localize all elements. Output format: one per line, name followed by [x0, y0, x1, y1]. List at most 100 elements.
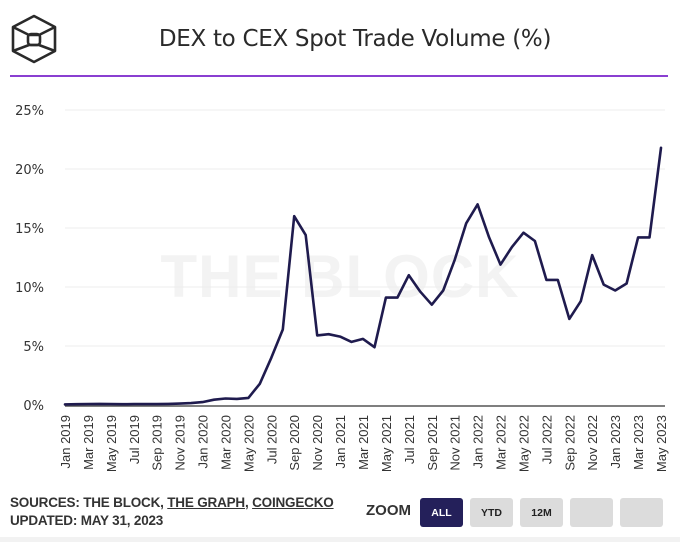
x-tick-label: Jan 2021: [333, 415, 348, 469]
y-tick-label: 20%: [15, 163, 44, 178]
data-point[interactable]: Nov 2020: 5.9%: [313, 331, 321, 339]
data-point[interactable]: Feb 2022: 14.2%: [485, 233, 493, 241]
data-point[interactable]: Dec 2021: 15.4%: [462, 219, 470, 227]
line-chart: THE BLOCK 0% 5% 10% 15% 20% 25% Jan 2019: 0.0…: [15, 104, 669, 472]
zoom-all-button[interactable]: ALL: [420, 498, 463, 527]
data-point[interactable]: Sep 2021: 8.5%: [428, 301, 436, 309]
data-point[interactable]: Mar 2019: 0.08%: [84, 400, 92, 408]
x-tick-label: May 2022: [516, 415, 531, 472]
data-point[interactable]: Mar 2020: 0.55%: [221, 395, 229, 403]
updated-date: UPDATED: MAY 31, 2023: [10, 513, 164, 528]
watermark: THE BLOCK: [161, 243, 520, 310]
data-point[interactable]: Jan 2020: 0.25%: [199, 398, 207, 406]
data-point[interactable]: Aug 2022: 10.6%: [554, 276, 562, 284]
x-tick-label: Jan 2019: [58, 415, 73, 469]
y-tick-label: 0%: [23, 399, 44, 414]
x-tick-label: Mar 2020: [218, 415, 233, 470]
data-point[interactable]: Jun 2022: 13.9%: [531, 237, 539, 245]
data-point[interactable]: Jun 2019: 0.07%: [118, 400, 126, 408]
zoom-extra-button-2[interactable]: [620, 498, 663, 527]
x-tick-label: May 2020: [241, 415, 256, 472]
x-tick-label: Mar 2022: [494, 415, 509, 470]
x-axis-ticks: Jan 2019 Mar 2019 May 2019 Jul 2019 Sep 2019…: [58, 415, 669, 472]
data-point[interactable]: Jan 2019: 0.05%: [61, 400, 69, 408]
data-point[interactable]: May 2021: 9.1%: [382, 294, 390, 302]
data-point[interactable]: Sep 2019: 0.08%: [153, 400, 161, 408]
source-link-coingecko[interactable]: COINGECKO: [252, 495, 334, 510]
zoom-label: ZOOM: [366, 502, 411, 519]
data-point[interactable]: Oct 2021: 9.7%: [439, 287, 447, 295]
data-point[interactable]: Jan 2023: 9.7%: [611, 287, 619, 295]
data-point[interactable]: Apr 2023: 14.2%: [646, 233, 654, 241]
data-point[interactable]: May 2022: 14.6%: [519, 229, 527, 237]
data-point[interactable]: Jun 2020: 1.8%: [256, 380, 264, 388]
zoom-extra-button-1[interactable]: [570, 498, 613, 527]
x-tick-label: Jan 2022: [471, 415, 486, 469]
data-point[interactable]: Feb 2019: 0.07%: [72, 400, 80, 408]
x-tick-label: May 2021: [379, 415, 394, 472]
x-tick-label: Nov 2020: [310, 415, 325, 471]
data-point[interactable]: Jul 2022: 10.6%: [542, 276, 550, 284]
x-tick-label: Nov 2021: [448, 415, 463, 471]
data-point[interactable]: Feb 2020: 0.45%: [210, 396, 218, 404]
data-point[interactable]: Dec 2019: 0.16%: [187, 399, 195, 407]
data-point[interactable]: Oct 2020: 14.4%: [302, 231, 310, 239]
y-tick-label: 10%: [15, 281, 44, 296]
the-block-logo-icon: [11, 14, 57, 64]
data-point[interactable]: Apr 2022: 13.4%: [508, 243, 516, 251]
data-point[interactable]: Aug 2021: 9.6%: [416, 288, 424, 296]
data-point[interactable]: Sep 2020: 16%: [290, 212, 298, 220]
x-tick-label: May 2019: [104, 415, 119, 472]
zoom-ytd-button[interactable]: YTD: [470, 498, 513, 527]
data-point[interactable]: Oct 2019: 0.09%: [164, 400, 172, 408]
data-point[interactable]: Jul 2021: 11%: [405, 271, 413, 279]
x-tick-label: Nov 2019: [173, 415, 188, 471]
sources-block: SOURCES: THE BLOCK, THE GRAPH, COINGECKO…: [10, 494, 334, 530]
data-point[interactable]: Mar 2023: 14.2%: [634, 233, 642, 241]
y-tick-label: 15%: [15, 222, 44, 237]
x-tick-label: Sep 2019: [150, 415, 165, 471]
data-point[interactable]: Nov 2022: 12.7%: [588, 251, 596, 259]
x-tick-label: Mar 2019: [81, 415, 96, 470]
data-point[interactable]: Jan 2021: 5.8%: [336, 333, 344, 341]
data-point[interactable]: Jan 2022: 17%: [474, 200, 482, 208]
chart-header: DEX to CEX Spot Trade Volume (%): [0, 0, 680, 78]
zoom-12m-button[interactable]: 12M: [520, 498, 563, 527]
data-point[interactable]: Dec 2020: 6%: [325, 330, 333, 338]
data-point[interactable]: Feb 2023: 10.3%: [623, 279, 631, 287]
data-point[interactable]: Nov 2019: 0.12%: [176, 400, 184, 408]
series-line: [63, 146, 663, 406]
x-tick-label: Jul 2020: [264, 415, 279, 464]
sources-line: SOURCES: THE BLOCK, THE GRAPH, COINGECKO: [10, 494, 334, 512]
x-tick-label: Sep 2020: [287, 415, 302, 471]
data-point[interactable]: Sep 2022: 7.3%: [565, 315, 573, 323]
data-point[interactable]: Dec 2022: 10.2%: [600, 281, 608, 289]
data-point[interactable]: May 2019: 0.08%: [107, 400, 115, 408]
x-tick-label: Jul 2022: [539, 415, 554, 464]
x-tick-label: Mar 2021: [356, 415, 371, 470]
data-point[interactable]: Nov 2021: 12.3%: [451, 256, 459, 264]
x-tick-label: Sep 2022: [562, 415, 577, 471]
data-point[interactable]: Feb 2021: 5.35%: [348, 338, 356, 346]
data-point[interactable]: Jun 2021: 9.1%: [393, 294, 401, 302]
data-point[interactable]: May 2023: 21.8%: [657, 144, 665, 152]
data-point[interactable]: Aug 2019: 0.08%: [141, 400, 149, 408]
data-point[interactable]: Mar 2021: 5.6%: [359, 335, 367, 343]
data-point[interactable]: Jul 2019: 0.08%: [130, 400, 138, 408]
source-link-the-graph[interactable]: THE GRAPH: [167, 495, 245, 510]
x-tick-label: Mar 2023: [631, 415, 646, 470]
data-point[interactable]: Jul 2020: 4%: [267, 354, 275, 362]
y-axis-ticks: 0% 5% 10% 15% 20% 25%: [15, 104, 44, 414]
y-tick-label: 25%: [15, 104, 44, 119]
data-point[interactable]: Oct 2022: 8.8%: [577, 297, 585, 305]
data-point[interactable]: Apr 2020: 0.52%: [233, 395, 241, 403]
data-point[interactable]: Aug 2020: 6.4%: [279, 325, 287, 333]
source-separator: ,: [244, 495, 253, 510]
data-point[interactable]: Apr 2019: 0.09%: [95, 400, 103, 408]
x-tick-label: May 2023: [654, 415, 669, 472]
data-point[interactable]: Mar 2022: 11.9%: [497, 261, 505, 269]
x-tick-label: Jul 2019: [127, 415, 142, 464]
data-point[interactable]: Apr 2021: 4.9%: [370, 343, 378, 351]
sources-prefix: SOURCES: THE BLOCK,: [10, 495, 168, 510]
data-point[interactable]: May 2020: 0.6%: [244, 394, 252, 402]
